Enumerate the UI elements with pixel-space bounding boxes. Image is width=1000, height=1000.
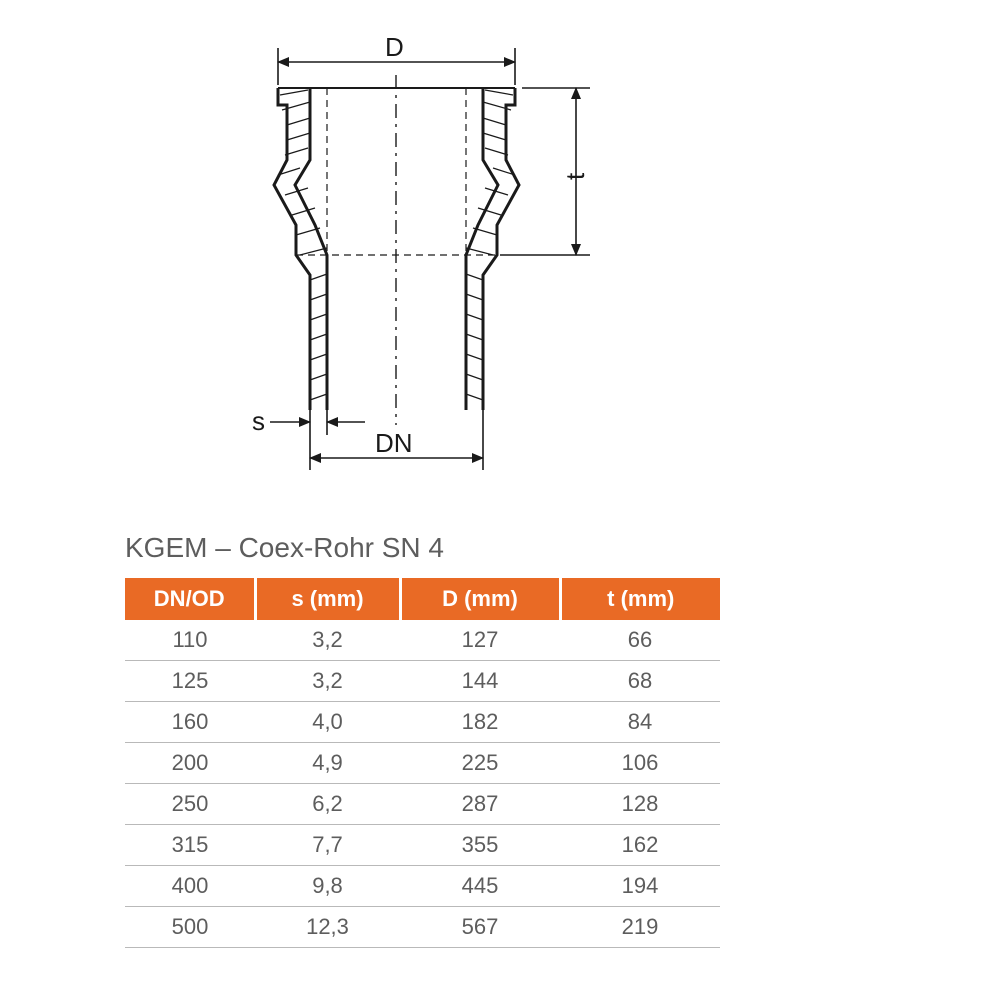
table-cell: 110 [125, 620, 255, 661]
col-header: s (mm) [255, 578, 400, 620]
table-row: 1253,214468 [125, 661, 720, 702]
table-cell: 7,7 [255, 825, 400, 866]
table-row: 2004,9225106 [125, 743, 720, 784]
col-header: t (mm) [560, 578, 720, 620]
table-cell: 127 [400, 620, 560, 661]
table-cell: 182 [400, 702, 560, 743]
table-cell: 128 [560, 784, 720, 825]
table-cell: 3,2 [255, 620, 400, 661]
label-s: s [252, 406, 265, 436]
table-cell: 315 [125, 825, 255, 866]
table-row: 50012,3567219 [125, 907, 720, 948]
table-cell: 200 [125, 743, 255, 784]
table-cell: 162 [560, 825, 720, 866]
table-cell: 6,2 [255, 784, 400, 825]
table-row: 4009,8445194 [125, 866, 720, 907]
table-cell: 160 [125, 702, 255, 743]
table-row: 1604,018284 [125, 702, 720, 743]
table-cell: 219 [560, 907, 720, 948]
table-cell: 400 [125, 866, 255, 907]
table-cell: 66 [560, 620, 720, 661]
table-cell: 355 [400, 825, 560, 866]
table-cell: 106 [560, 743, 720, 784]
table-cell: 567 [400, 907, 560, 948]
table-cell: 3,2 [255, 661, 400, 702]
table-cell: 250 [125, 784, 255, 825]
table-row: 3157,7355162 [125, 825, 720, 866]
label-t: t [560, 172, 590, 180]
table-row: 1103,212766 [125, 620, 720, 661]
col-header: D (mm) [400, 578, 560, 620]
table-cell: 68 [560, 661, 720, 702]
table-title: KGEM – Coex-Rohr SN 4 [125, 532, 444, 564]
table-cell: 144 [400, 661, 560, 702]
table-cell: 4,0 [255, 702, 400, 743]
table-cell: 9,8 [255, 866, 400, 907]
table-cell: 12,3 [255, 907, 400, 948]
spec-table: DN/OD s (mm) D (mm) t (mm) 1103,21276612… [125, 578, 720, 948]
table-cell: 125 [125, 661, 255, 702]
table-cell: 500 [125, 907, 255, 948]
label-d: D [385, 32, 404, 62]
table-cell: 84 [560, 702, 720, 743]
table-header-row: DN/OD s (mm) D (mm) t (mm) [125, 578, 720, 620]
label-dn: DN [375, 428, 413, 458]
table-cell: 194 [560, 866, 720, 907]
table-cell: 445 [400, 866, 560, 907]
table-cell: 287 [400, 784, 560, 825]
table-cell: 4,9 [255, 743, 400, 784]
table-cell: 225 [400, 743, 560, 784]
table-row: 2506,2287128 [125, 784, 720, 825]
pipe-diagram: D t [160, 30, 720, 480]
col-header: DN/OD [125, 578, 255, 620]
